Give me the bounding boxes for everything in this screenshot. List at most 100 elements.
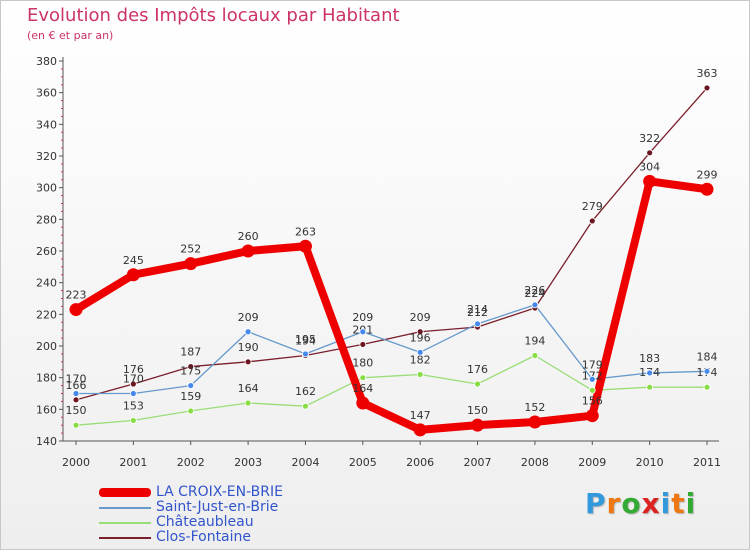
y-tick-label: 380: [36, 55, 57, 68]
data-point: [241, 244, 255, 258]
legend-label: Châteaubleau: [156, 514, 254, 530]
data-label: 196: [410, 331, 431, 344]
x-tick-label: 2003: [234, 456, 262, 469]
data-label: 209: [410, 311, 431, 324]
logo-letter: P: [585, 487, 607, 520]
data-point: [703, 383, 711, 391]
data-point: [416, 328, 424, 336]
x-tick-label: 2011: [693, 456, 721, 469]
data-point: [244, 328, 252, 336]
x-tick-label: 2002: [177, 456, 205, 469]
y-tick-label: 340: [36, 118, 57, 131]
data-label: 209: [352, 311, 373, 324]
data-label: 322: [639, 132, 660, 145]
data-point: [129, 380, 137, 388]
data-label: 252: [180, 243, 201, 256]
data-label: 263: [295, 225, 316, 238]
data-label: 223: [66, 289, 87, 302]
data-label: 175: [180, 365, 201, 378]
data-label: 153: [123, 399, 144, 412]
chart-title: Evolution des Impôts locaux par Habitant: [27, 5, 400, 26]
legend-label: LA CROIX-EN-BRIE: [156, 484, 283, 500]
data-point: [416, 348, 424, 356]
legend-label: Clos-Fontaine: [156, 529, 252, 545]
data-point: [129, 390, 137, 397]
logo-letter: x: [641, 487, 661, 520]
data-point: [646, 149, 654, 157]
y-tick-label: 360: [36, 87, 57, 100]
data-point: [588, 375, 596, 383]
data-point: [588, 386, 596, 394]
proxiti-logo: Proxiti: [585, 487, 696, 520]
data-label: 182: [410, 354, 431, 367]
data-point: [126, 268, 140, 282]
data-label: 170: [123, 373, 144, 386]
data-point: [184, 257, 198, 271]
data-point: [129, 417, 137, 424]
data-point: [528, 415, 542, 429]
data-point: [187, 407, 195, 415]
data-point: [244, 358, 252, 366]
data-point: [531, 352, 539, 359]
data-label: 187: [180, 346, 201, 359]
data-point: [72, 390, 80, 397]
y-tick-label: 320: [36, 150, 57, 163]
data-label: 152: [524, 401, 545, 414]
x-tick-label: 2000: [62, 456, 90, 469]
data-point: [703, 84, 711, 92]
x-tick-label: 2006: [406, 456, 434, 469]
data-label: 304: [639, 160, 660, 173]
data-label: 147: [410, 409, 431, 422]
legend-label: Saint-Just-en-Brie: [156, 499, 279, 515]
y-tick-label: 200: [36, 340, 57, 353]
x-tick-label: 2007: [464, 456, 492, 469]
data-point: [474, 380, 481, 388]
data-label: 194: [524, 335, 545, 348]
logo-letter: i: [685, 487, 697, 520]
x-tick-label: 2009: [578, 456, 606, 469]
data-point: [703, 367, 711, 375]
data-label: 190: [238, 341, 259, 354]
data-point: [187, 382, 195, 389]
x-tick-label: 2008: [521, 456, 549, 469]
data-point: [588, 217, 596, 225]
data-label: 172: [582, 369, 603, 382]
series-line: [75, 87, 708, 401]
data-label: 179: [582, 358, 603, 371]
data-point: [356, 396, 370, 410]
data-label: 299: [697, 168, 718, 181]
logo-letter: i: [660, 487, 672, 520]
data-label: 156: [582, 395, 603, 408]
data-label: 260: [238, 230, 259, 243]
data-label: 209: [238, 311, 259, 324]
data-point: [72, 396, 80, 404]
data-label: 164: [238, 382, 259, 395]
data-point: [700, 182, 714, 196]
data-label: 176: [467, 363, 488, 376]
data-point: [72, 421, 80, 429]
data-point: [187, 363, 195, 370]
y-tick-label: 160: [36, 403, 57, 416]
data-label: 194: [295, 335, 316, 348]
data-label: 180: [352, 357, 373, 370]
data-label: 183: [639, 352, 660, 365]
y-tick-label: 300: [36, 182, 57, 195]
data-label: 159: [180, 390, 201, 403]
chart-subtitle: (en € et par an): [27, 29, 114, 42]
data-label: 224: [524, 287, 545, 300]
data-point: [474, 320, 481, 328]
data-point: [298, 239, 312, 253]
data-point: [359, 341, 367, 348]
data-label: 164: [352, 382, 373, 395]
data-label: 184: [697, 350, 718, 363]
y-tick-label: 180: [36, 372, 57, 385]
data-point: [413, 423, 427, 437]
data-label: 212: [467, 306, 488, 319]
data-point: [416, 371, 424, 378]
y-tick-label: 280: [36, 213, 57, 226]
y-tick-label: 260: [36, 245, 57, 258]
data-point: [646, 383, 654, 391]
x-tick-label: 2004: [291, 456, 319, 469]
